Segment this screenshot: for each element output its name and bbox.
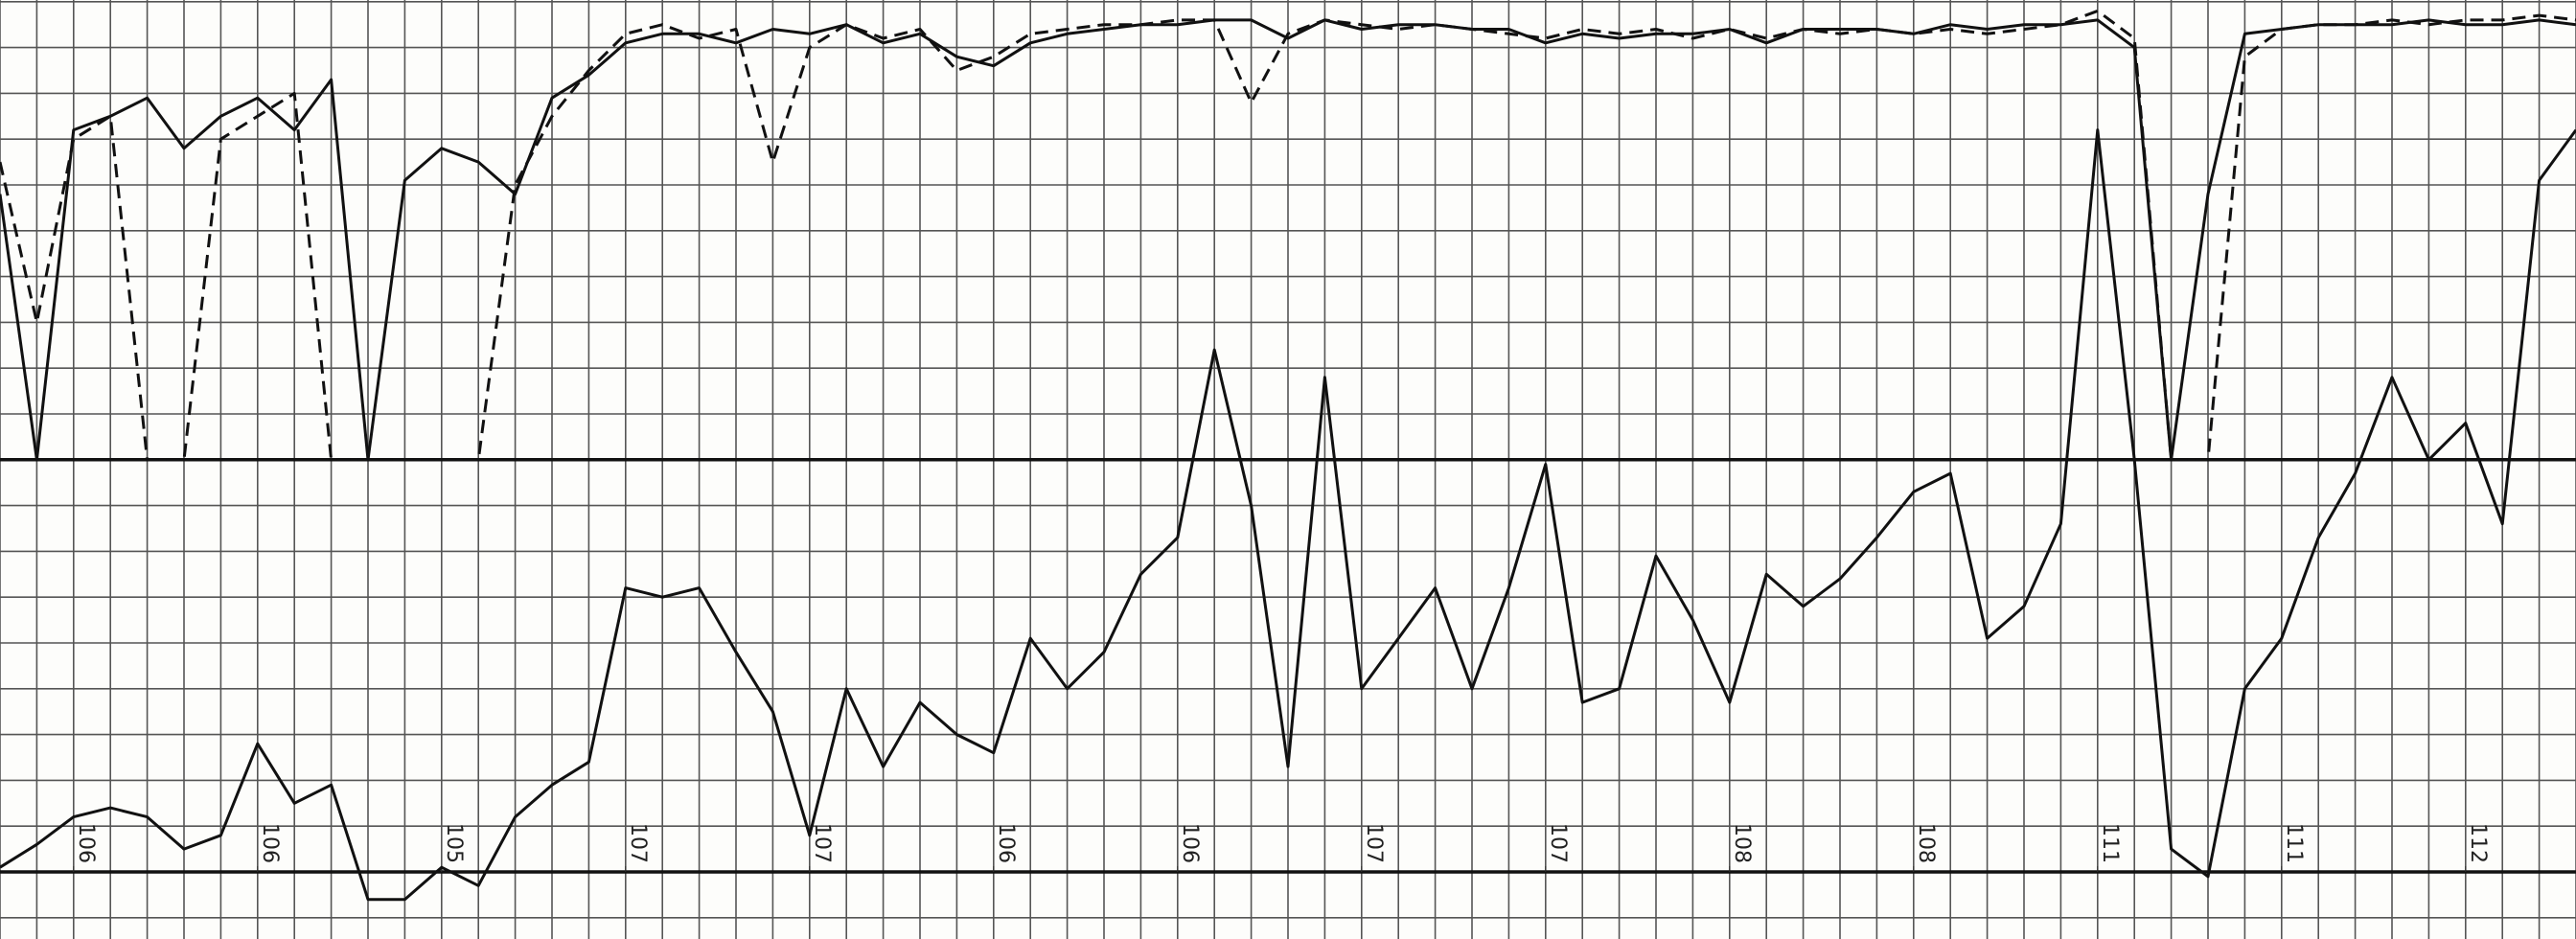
x-tick-label: 105 [442,823,466,863]
trace [0,18,2576,462]
trace [0,128,2576,902]
x-tick-label: 107 [810,823,834,863]
x-tick-label: 111 [2282,823,2306,863]
x-tick-label: 107 [1362,823,1386,863]
x-tick-label: 108 [1914,823,1938,863]
x-tick-label: 111 [2098,823,2122,863]
x-tick-label: 106 [74,823,98,863]
x-tick-label: 106 [1178,823,1202,863]
x-tick-label: 107 [1546,823,1570,863]
x-tick-label: 108 [1730,823,1754,863]
x-tick-label: 106 [258,823,282,863]
x-tick-label: 107 [626,823,650,863]
x-tick-label: 106 [994,823,1018,863]
trace [0,9,2576,462]
x-tick-label: 112 [2466,823,2490,863]
